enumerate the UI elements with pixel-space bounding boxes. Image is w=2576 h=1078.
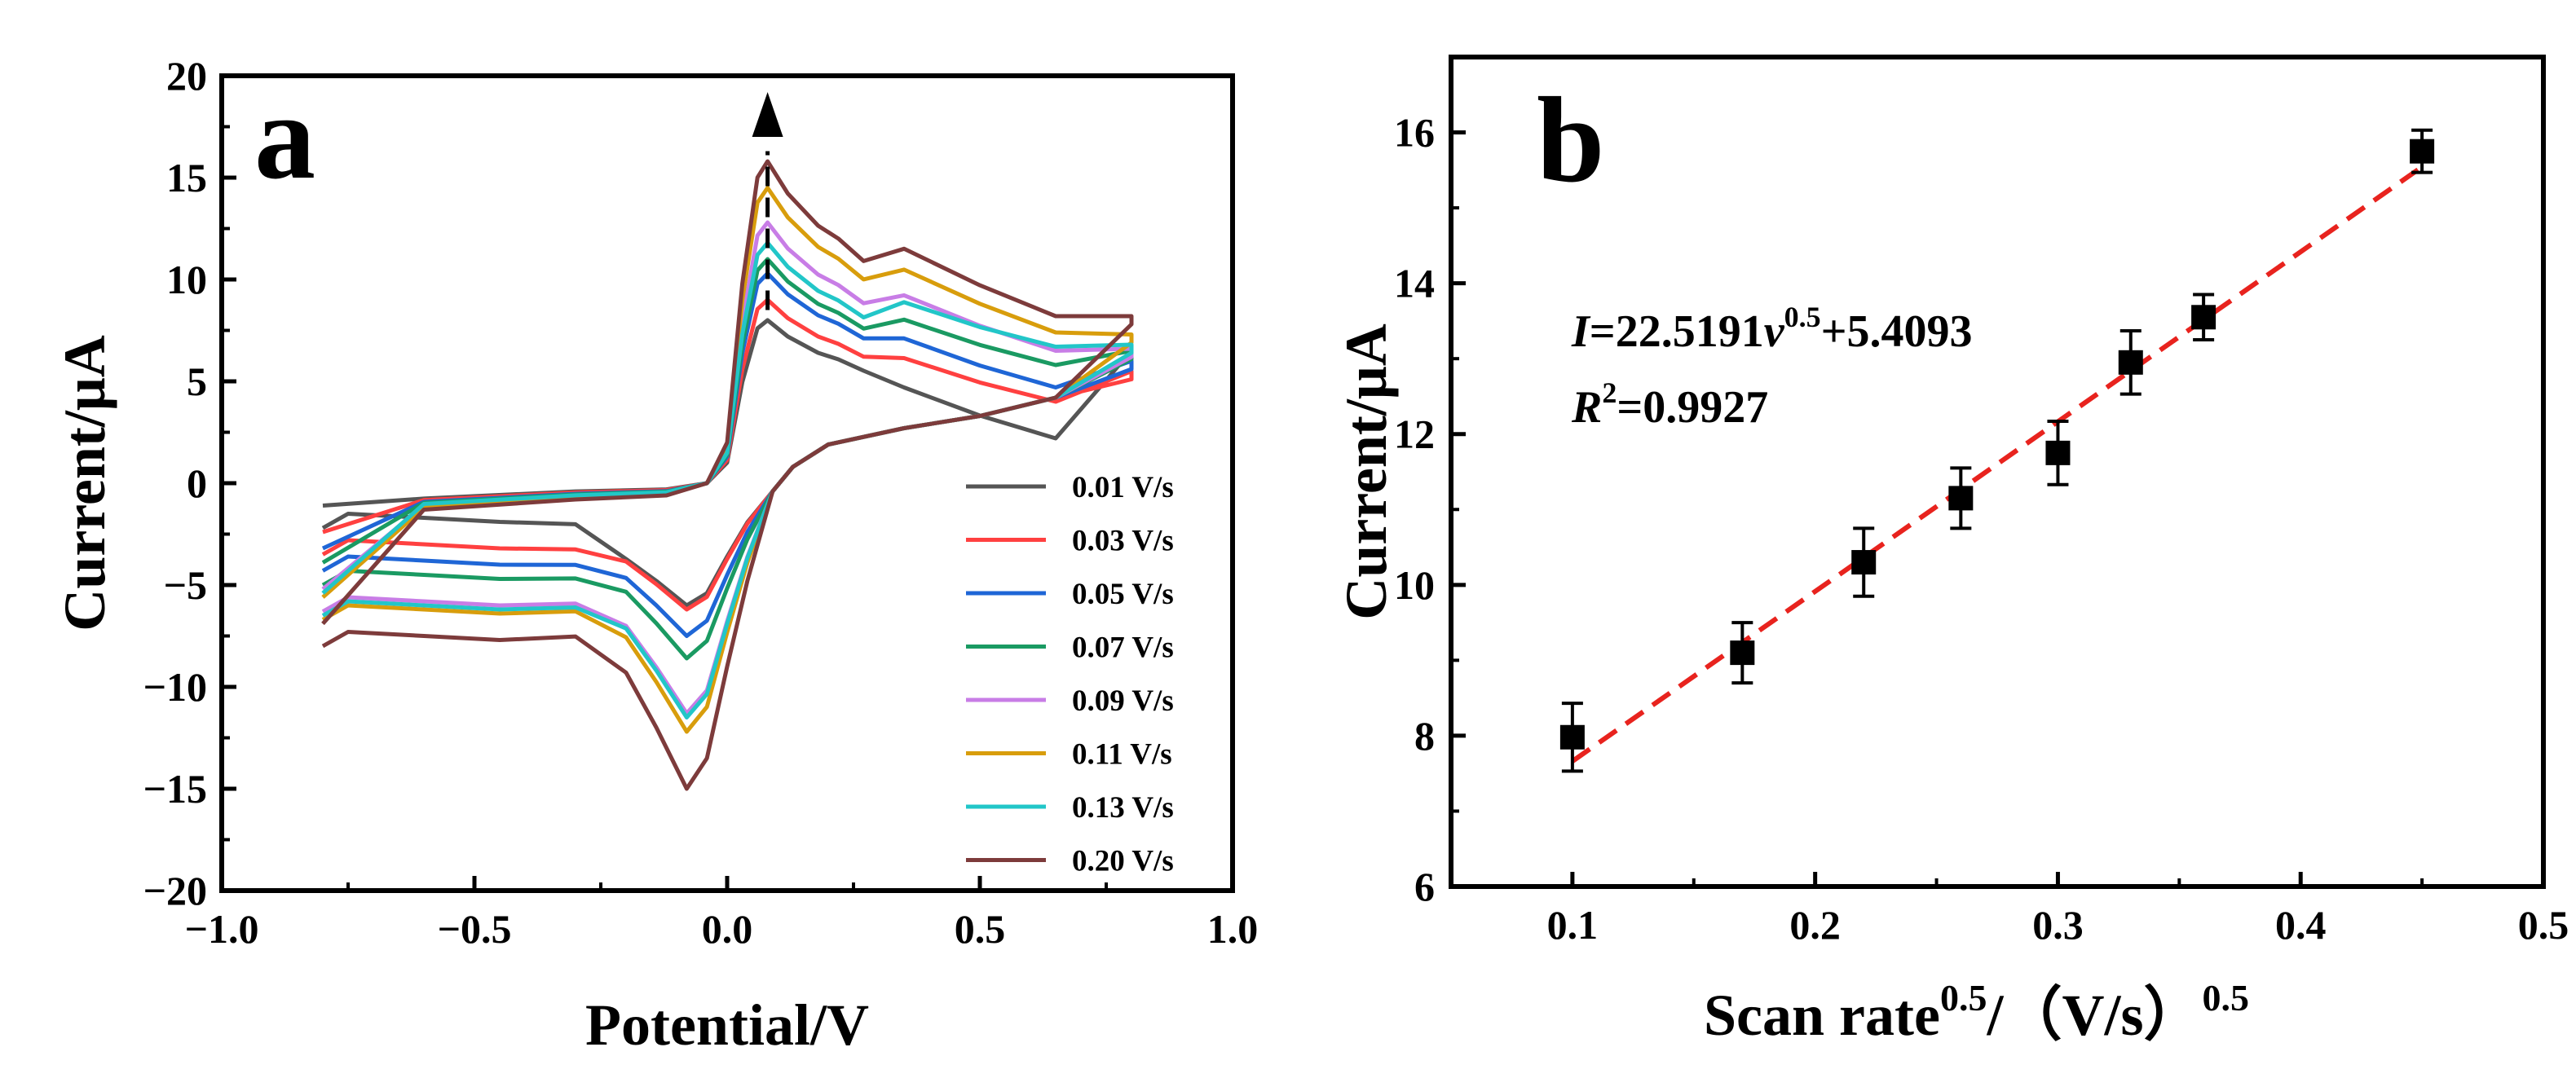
- b-y-tick-label-0: 6: [1414, 864, 1435, 909]
- b-y-tick-label-4: 14: [1394, 261, 1435, 306]
- panel-a-x-axis-title: Potential/V: [585, 992, 869, 1058]
- a-y-tick-label-3: 5: [187, 359, 207, 404]
- data-point-5: [2118, 328, 2143, 396]
- data-point-2: [1851, 526, 1877, 598]
- panel-b-y-axis-title: Current/μA: [1334, 323, 1399, 619]
- a-y-tick-label-5: −5: [164, 562, 208, 608]
- panel-a-peak-arrow: [752, 92, 783, 310]
- r2-rest: =0.9927: [1617, 382, 1768, 433]
- legend-label-6: 0.13 V/s: [1072, 791, 1174, 825]
- panel-b-points: [1559, 128, 2435, 773]
- point-marker-3: [1948, 486, 1974, 511]
- panel-a-label: a: [254, 69, 315, 205]
- r2-sup: 2: [1602, 376, 1617, 409]
- r2-r: R: [1571, 382, 1602, 433]
- b-x-tick-label-0: 0.1: [1547, 902, 1599, 948]
- b-y-tick-label-5: 16: [1394, 110, 1435, 156]
- point-marker-2: [1851, 550, 1877, 575]
- fit-line: [1571, 165, 2424, 763]
- a-y-tick-label-7: −15: [143, 766, 208, 812]
- b-y-tick-label-3: 12: [1394, 411, 1435, 457]
- equation-rest: +5.4093: [1821, 306, 1973, 357]
- b-x-tick-label-3: 0.4: [2275, 902, 2327, 948]
- point-marker-7: [2410, 139, 2435, 164]
- panel-b-fit-line: [1571, 165, 2424, 763]
- legend-label-7: 0.20 V/s: [1072, 845, 1174, 878]
- x-title-rest: /（V/s）: [1986, 983, 2202, 1048]
- equation-v: ν: [1764, 306, 1785, 357]
- b-x-tick-label-4: 0.5: [2518, 902, 2569, 948]
- a-x-tick-label-3: 0.5: [955, 906, 1006, 952]
- r-squared: R2=0.9927: [1571, 376, 1768, 433]
- legend-label-4: 0.09 V/s: [1072, 684, 1174, 718]
- x-title-sup: 0.5: [1940, 977, 1987, 1019]
- panel-b-axis-ticks: 0.1 0.2 0.3 0.4 0.5 6 8 10 12 14 16: [1394, 110, 2569, 948]
- a-x-tick-label-4: 1.0: [1207, 906, 1259, 952]
- equation-i: I: [1571, 306, 1591, 357]
- x-title-sup2: 0.5: [2202, 977, 2249, 1019]
- cv-curve-7: [321, 159, 1134, 791]
- b-x-tick-label-2: 0.3: [2032, 902, 2084, 948]
- panel-a-chart: −1.0 −0.5 0.0 0.5 1.0 20 15 10 5 0 −5 −10 −15 −20 0.0…: [52, 53, 1258, 1058]
- b-x-tick-label-1: 0.2: [1789, 902, 1841, 948]
- panel-a-legend: 0.01 V/s 0.03 V/s 0.05 V/s 0.07 V/s 0.09 V/s…: [966, 471, 1174, 878]
- panel-b-x-axis-title: Scan rate0.5/（V/s）0.5: [1704, 977, 2249, 1048]
- legend-label-2: 0.05 V/s: [1072, 578, 1174, 611]
- fit-equation: I=22.5191ν0.5+5.4093: [1571, 301, 1973, 357]
- a-y-tick-label-4: 0: [187, 460, 207, 506]
- cv-curve-6: [321, 240, 1134, 719]
- x-title-main: Scan rate: [1704, 983, 1940, 1048]
- point-marker-0: [1559, 724, 1585, 750]
- panel-b-plot-frame: [1449, 55, 2546, 889]
- a-y-tick-label-1: 15: [166, 155, 207, 200]
- b-y-tick-label-1: 8: [1414, 713, 1435, 759]
- panel-b-label: b: [1537, 73, 1604, 208]
- panel-a-curves: [321, 159, 1134, 791]
- equation-main: =22.5191: [1590, 306, 1764, 357]
- a-y-tick-label-8: −20: [143, 868, 208, 913]
- point-marker-4: [2045, 440, 2071, 465]
- data-point-6: [2191, 293, 2217, 342]
- data-point-1: [1730, 621, 1755, 685]
- a-y-tick-label-6: −10: [143, 664, 208, 710]
- legend-label-1: 0.03 V/s: [1072, 525, 1174, 558]
- legend-label-5: 0.11 V/s: [1072, 738, 1172, 772]
- point-marker-6: [2191, 305, 2217, 330]
- a-x-tick-label-0: −1.0: [185, 906, 259, 952]
- panel-a-y-axis-title: Current/μA: [52, 335, 117, 631]
- a-x-tick-label-1: −0.5: [438, 906, 512, 952]
- data-point-0: [1559, 702, 1585, 773]
- data-point-4: [2045, 419, 2071, 486]
- peak-arrow-head: [752, 92, 783, 137]
- equation-sup: 0.5: [1784, 301, 1821, 333]
- legend-label-0: 0.01 V/s: [1072, 471, 1174, 504]
- point-marker-1: [1730, 640, 1755, 666]
- data-point-7: [2410, 128, 2435, 174]
- panel-a-axis-ticks: −1.0 −0.5 0.0 0.5 1.0 20 15 10 5 0 −5 −10 −15 −20: [143, 53, 1259, 952]
- a-y-tick-label-0: 20: [166, 53, 207, 99]
- point-marker-5: [2118, 350, 2143, 375]
- a-x-tick-label-2: 0.0: [702, 906, 753, 952]
- a-y-tick-label-2: 10: [166, 257, 207, 302]
- b-y-tick-label-2: 10: [1394, 562, 1435, 608]
- data-point-3: [1948, 466, 1974, 530]
- legend-label-3: 0.07 V/s: [1072, 631, 1174, 665]
